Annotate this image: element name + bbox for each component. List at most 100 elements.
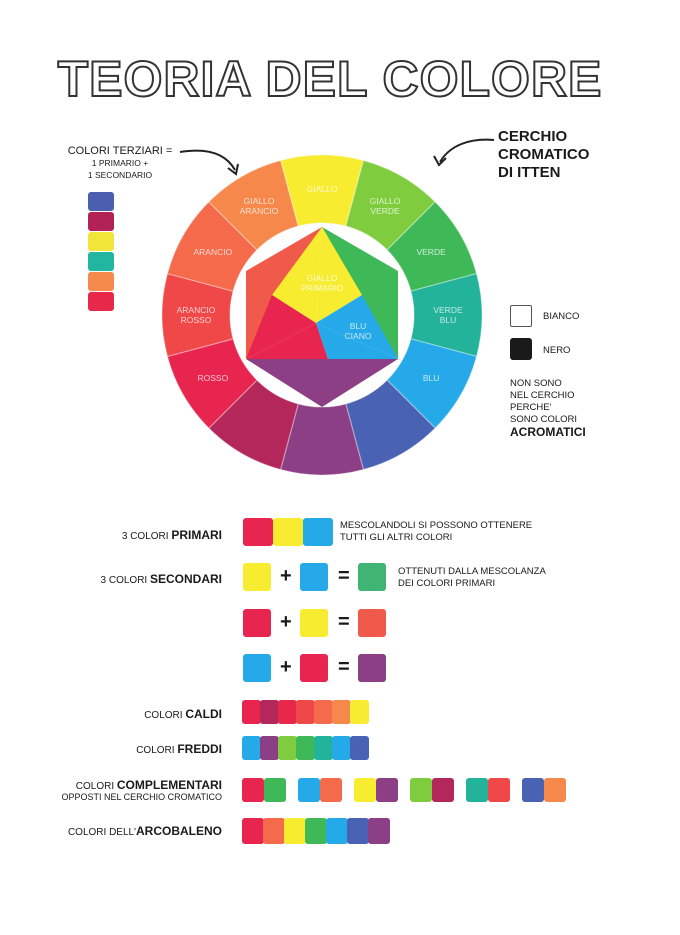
freddi-swatch [242, 736, 261, 760]
secondary-purple-triangle [246, 359, 398, 407]
primary-red-triangle [246, 295, 316, 359]
tertiary-strip-color [88, 292, 114, 311]
complementari-swatch [376, 778, 398, 802]
wheel-segment-label: BLU [440, 315, 457, 325]
primary-blue-triangle [316, 323, 398, 359]
label-caldi-pre: COLORI [144, 710, 186, 721]
primari-desc: MESCOLANDOLI SI POSSONO OTTENERE TUTTI G… [340, 520, 532, 544]
wheel-segment-label: VERDE [433, 305, 463, 315]
caldi-swatch [332, 700, 351, 724]
label-complementari-pre: COLORI [75, 781, 117, 792]
tertiary-strip-color [88, 232, 114, 251]
arcobaleno-swatch [326, 818, 348, 844]
caldi-swatch [314, 700, 333, 724]
complementari-swatch [320, 778, 342, 802]
arrow-left-icon [179, 149, 239, 176]
label-secondari-bold: SECONDARI [149, 572, 222, 586]
wheel-segment-label: ARANCIO [194, 247, 233, 257]
center-blue-label: CIANO [345, 331, 372, 341]
caldi-swatch [350, 700, 369, 724]
arcobaleno-swatch [347, 818, 369, 844]
label-complementari-sub: OPPOSTI NEL CERCHIO CROMATICO [61, 792, 222, 802]
label-freddi-pre: COLORI [136, 745, 178, 756]
primary-blue-triangle [316, 295, 398, 359]
secondari-desc-line1: OTTENUTI DALLA MESCOLANZA [398, 566, 546, 577]
primary-yellow-triangle [272, 227, 322, 323]
white-label: BIANCO [543, 311, 580, 322]
wheel-note-line1: CERCHIO [498, 128, 568, 145]
complementari-swatch [432, 778, 454, 802]
white-swatch [510, 305, 532, 327]
freddi-swatch [350, 736, 369, 760]
wheel-segment-label: ROSSO [181, 315, 212, 325]
equals-sign: = [338, 611, 350, 633]
wheel-segment-label: BLU [423, 373, 440, 383]
arcobaleno-swatch [368, 818, 390, 844]
primari-swatch [243, 518, 273, 546]
achromatic-line3: PERCHE' [510, 402, 552, 413]
complementari-swatch [522, 778, 544, 802]
label-caldi-bold: CALDI [185, 707, 222, 721]
freddi-swatch [314, 736, 333, 760]
caldi-swatch [260, 700, 279, 724]
label-complementari: COLORI COMPLEMENTARI OPPOSTI NEL CERCHIO… [20, 778, 222, 802]
complementari-swatch [264, 778, 286, 802]
complementari-swatch [488, 778, 510, 802]
caldi-swatch [296, 700, 315, 724]
secondari-desc: OTTENUTI DALLA MESCOLANZA DEI COLORI PRI… [398, 566, 546, 590]
equals-sign: = [338, 565, 350, 587]
color-wheel: GIALLOGIALLOVERDEVERDEVERDEBLUBLUROSSOAR… [161, 154, 483, 476]
center-yellow-label: GIALLO [307, 273, 338, 283]
label-complementari-bold: COMPLEMENTARI [116, 778, 222, 792]
wheel-note: CERCHIO CROMATICO DI ITTEN [498, 128, 618, 182]
tertiary-note: COLORI TERZIARI = 1 PRIMARIO + 1 SECONDA… [60, 145, 180, 181]
page-title-text: TEORIA DEL COLORE [58, 52, 603, 107]
wheel-segment-label: VERDE [370, 206, 400, 216]
plus-sign: + [280, 611, 292, 633]
center-blue-label: BLU [350, 321, 367, 331]
arcobaleno-swatch [242, 818, 264, 844]
tertiary-strip-color [88, 252, 114, 271]
label-arcobaleno-pre: COLORI DELL' [67, 827, 136, 838]
secondari-input-swatch [300, 609, 328, 637]
secondari-input-swatch [243, 654, 271, 682]
achromatic-note: NON SONO NEL CERCHIO PERCHE' SONO COLORI… [510, 378, 586, 438]
label-arcobaleno-bold: ARCOBALENO [136, 824, 222, 838]
label-freddi-bold: FREDDI [177, 742, 222, 756]
secondari-result-swatch [358, 609, 386, 637]
wheel-note-line3: DI ITTEN [498, 164, 561, 181]
achromatic-line2: NEL CERCHIO [510, 390, 575, 401]
label-secondari-pre: 3 COLORI [100, 575, 150, 586]
equals-sign: = [338, 656, 350, 678]
wheel-note-line2: CROMATICO [498, 146, 590, 163]
label-primari: 3 COLORI PRIMARI [40, 528, 222, 542]
primari-swatch [303, 518, 333, 546]
center-yellow-label: PRIMARIO [301, 283, 343, 293]
wheel-segment-label: ROSSO [198, 373, 229, 383]
achromatic-line5: ACROMATICI [510, 425, 586, 439]
secondari-input-swatch [300, 654, 328, 682]
wheel-segment-label: GIALLO [244, 196, 275, 206]
label-freddi: COLORI FREDDI [40, 742, 222, 756]
tertiary-note-line1: COLORI TERZIARI = [67, 145, 173, 157]
complementari-swatch [410, 778, 432, 802]
freddi-swatch [332, 736, 351, 760]
label-primari-bold: PRIMARI [171, 528, 222, 542]
wheel-segment-label: VERDE [416, 247, 446, 257]
achromatic-line1: NON SONO [510, 378, 562, 389]
black-swatch [510, 338, 532, 360]
secondari-result-swatch [358, 654, 386, 682]
tertiary-note-line2: 1 PRIMARIO + [91, 158, 149, 168]
secondari-input-swatch [243, 609, 271, 637]
plus-sign: + [280, 656, 292, 678]
black-label: NERO [543, 345, 571, 356]
freddi-swatch [278, 736, 297, 760]
label-secondari: 3 COLORI SECONDARI [40, 572, 222, 586]
wheel-segment-label: GIALLO [370, 196, 401, 206]
tertiary-color-strip [88, 192, 114, 312]
freddi-swatch [296, 736, 315, 760]
wheel-segment-label: ARANCIO [240, 206, 279, 216]
complementari-swatch [354, 778, 376, 802]
tertiary-note-line3: 1 SECONDARIO [87, 170, 153, 180]
primari-desc-line1: MESCOLANDOLI SI POSSONO OTTENERE [340, 520, 533, 531]
